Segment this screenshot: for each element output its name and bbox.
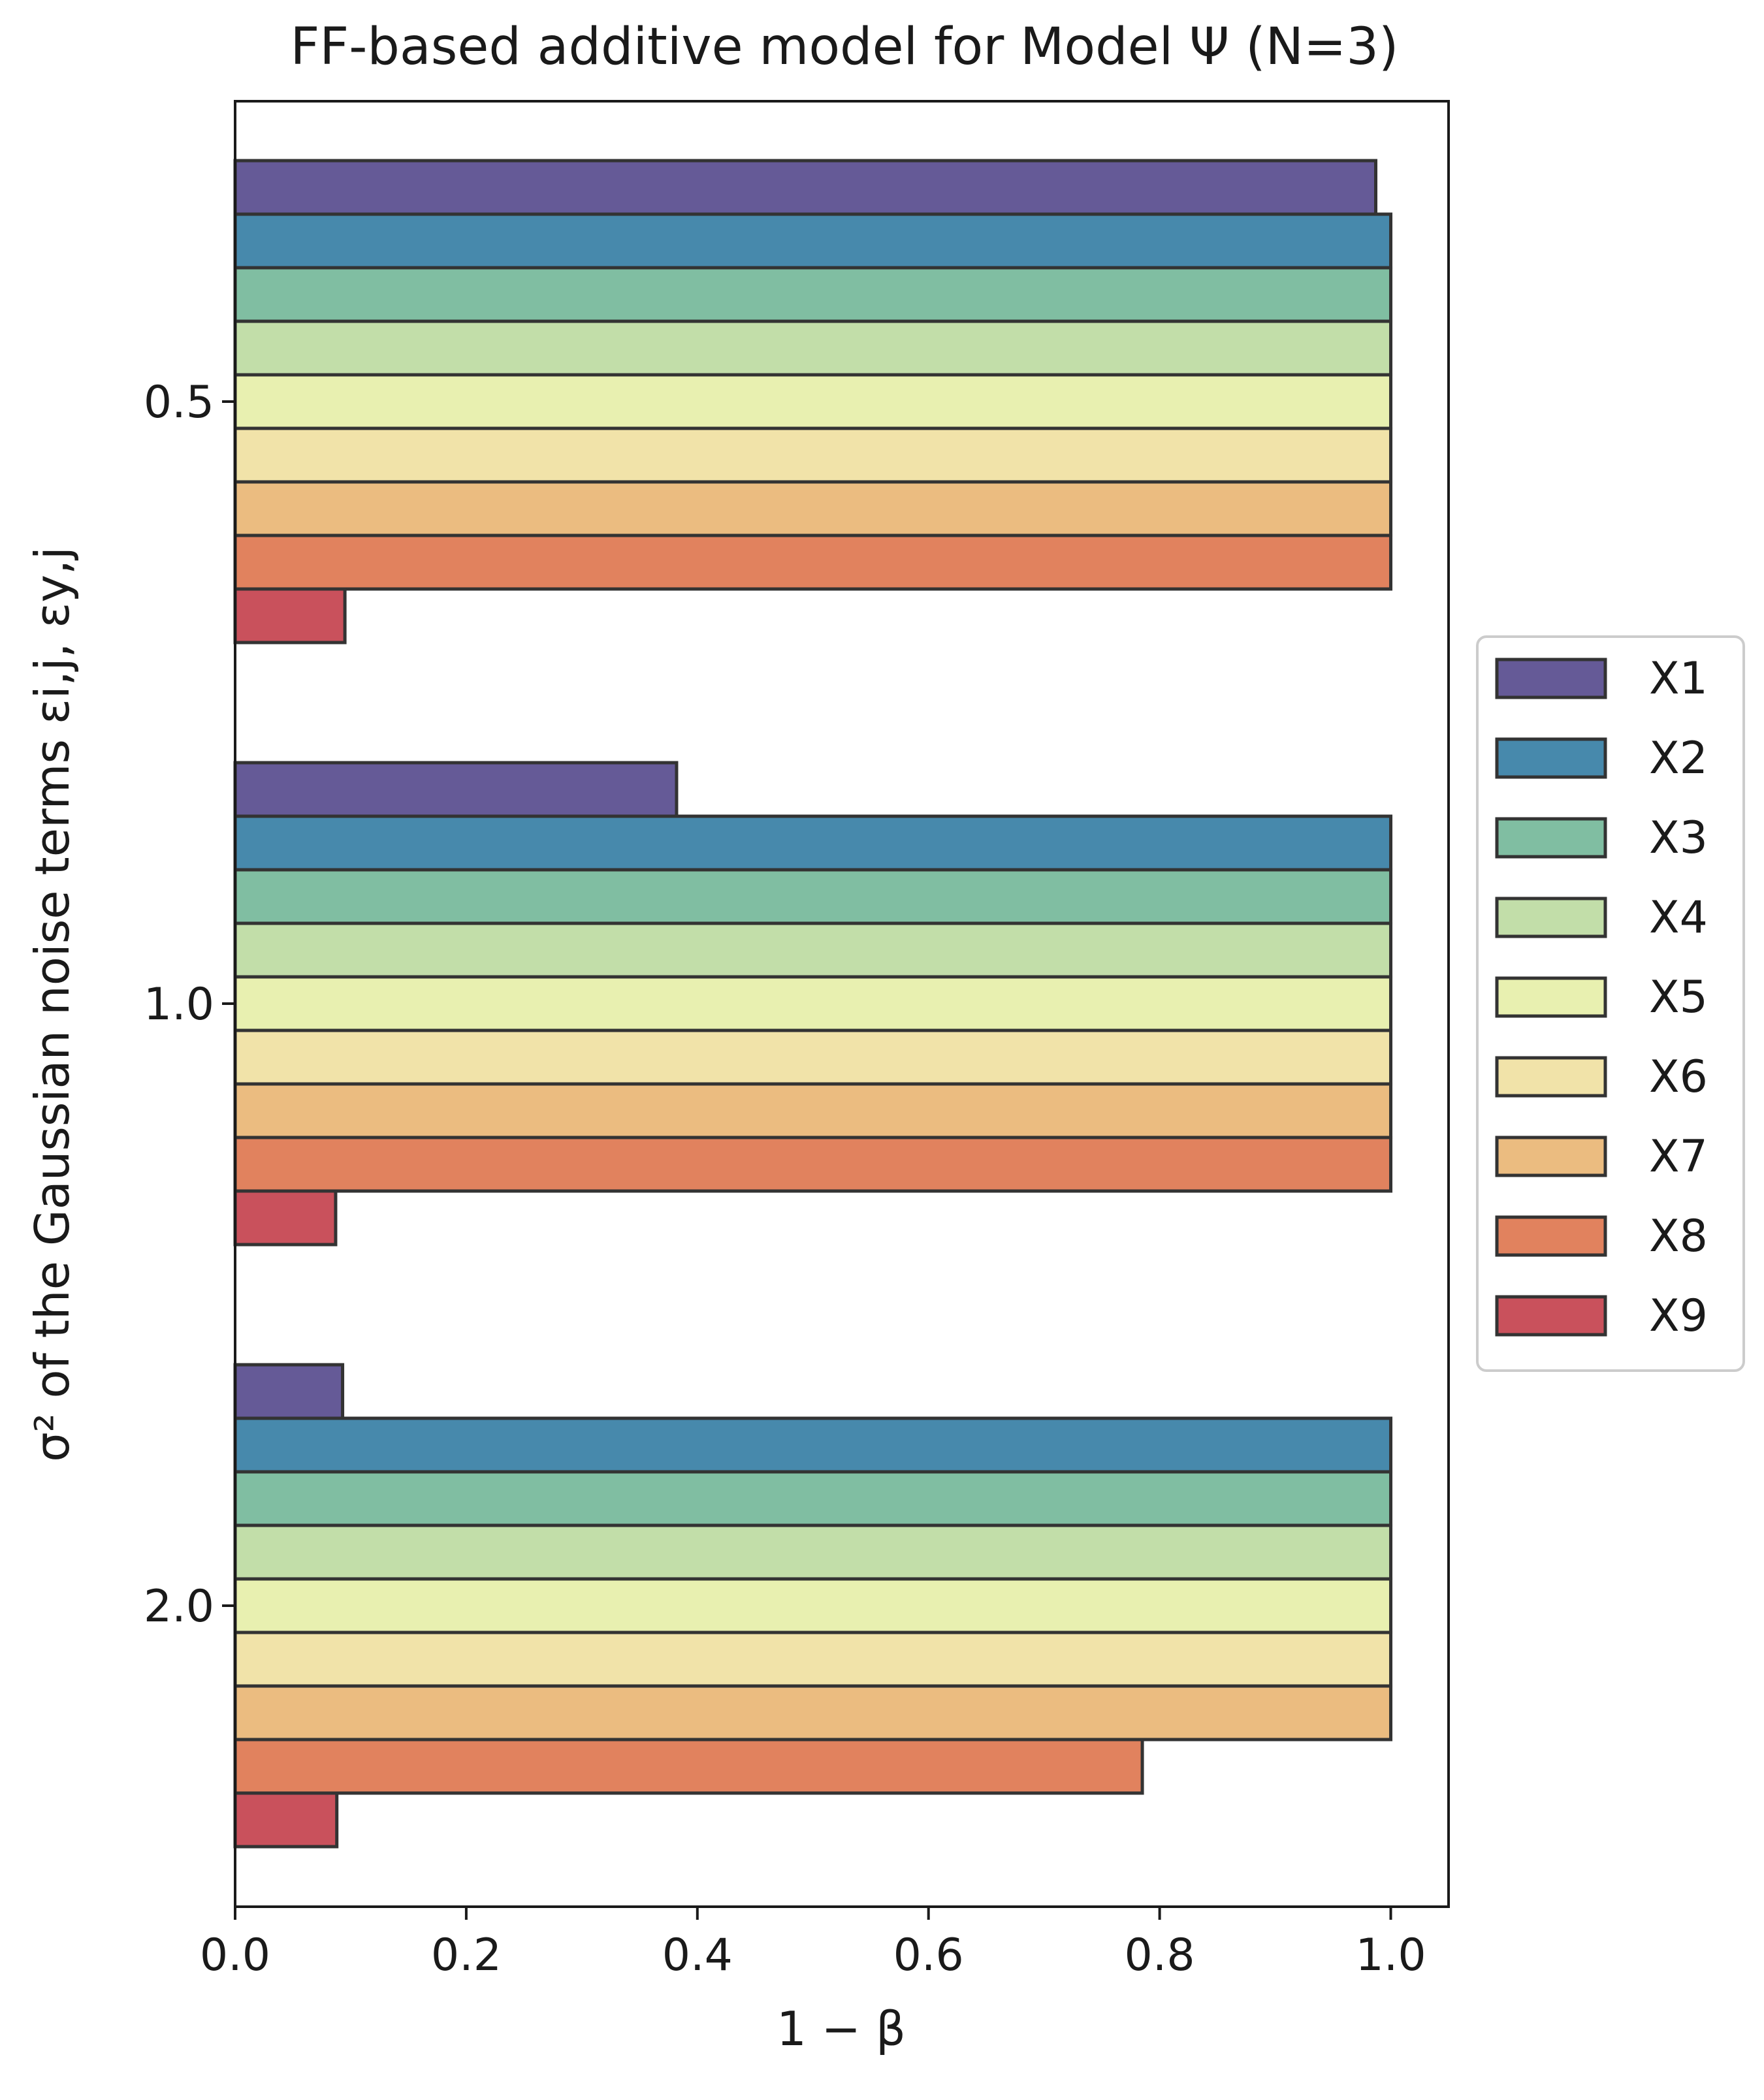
bar-x3-0_5 [233, 266, 1393, 323]
legend-swatch-x8 [1495, 1215, 1607, 1257]
x-tick-label: 1.0 [1355, 1930, 1426, 1981]
x-tick-label: 0.0 [200, 1930, 270, 1981]
bar-x1-1_0 [233, 761, 679, 818]
x-tick-label: 0.8 [1125, 1930, 1195, 1981]
bar-x5-1_0 [233, 975, 1393, 1032]
bar-x9-2_0 [233, 1791, 339, 1849]
legend-swatch-x5 [1495, 976, 1607, 1018]
legend-label-x9: X9 [1649, 1290, 1708, 1342]
legend-label-x3: X3 [1649, 812, 1708, 864]
bars-layer [233, 159, 1393, 1849]
legend-label-x8: X8 [1649, 1211, 1708, 1262]
legend-swatch-x6 [1495, 1056, 1607, 1098]
bar-x8-1_0 [233, 1136, 1393, 1193]
x-axis-ticks: 0.0 0.2 0.4 0.6 0.8 1.0 [200, 1907, 1426, 1981]
bar-x7-1_0 [233, 1082, 1393, 1139]
bar-x6-1_0 [233, 1028, 1393, 1086]
bar-x6-2_0 [233, 1631, 1393, 1688]
legend-label-x6: X6 [1649, 1051, 1708, 1103]
bar-x7-2_0 [233, 1684, 1393, 1742]
bar-x8-2_0 [233, 1738, 1144, 1795]
bar-x5-0_5 [233, 373, 1393, 430]
bar-x8-0_5 [233, 533, 1393, 591]
bar-x4-2_0 [233, 1523, 1393, 1581]
bar-x1-0_5 [233, 159, 1378, 216]
bar-x4-0_5 [233, 319, 1393, 377]
y-tick-label: 2.0 [144, 1581, 214, 1632]
legend-label-x7: X7 [1649, 1131, 1708, 1183]
bar-x2-1_0 [233, 814, 1393, 872]
x-axis-label: 1 − β [777, 2001, 906, 2056]
legend-swatch-x3 [1495, 817, 1607, 859]
bar-x2-2_0 [233, 1416, 1393, 1474]
legend-swatch-x7 [1495, 1136, 1607, 1177]
y-axis-ticks: 0.5 1.0 2.0 [144, 377, 235, 1632]
legend-swatch-x1 [1495, 658, 1607, 699]
bar-x3-1_0 [233, 868, 1393, 925]
legend-swatch-x4 [1495, 897, 1607, 938]
legend-label-x1: X1 [1649, 653, 1708, 705]
bar-x2-0_5 [233, 212, 1393, 270]
legend-label-x2: X2 [1649, 733, 1708, 784]
bar-x1-2_0 [233, 1363, 345, 1420]
legend-label-x4: X4 [1649, 892, 1708, 944]
bar-x5-2_0 [233, 1577, 1393, 1634]
chart-title: FF-based additive model for Model Ψ (N=3… [291, 18, 1399, 76]
bar-x9-1_0 [233, 1189, 338, 1247]
x-tick-label: 0.4 [662, 1930, 733, 1981]
y-tick-label: 0.5 [144, 377, 214, 428]
bar-x9-0_5 [233, 587, 347, 644]
bar-x4-1_0 [233, 921, 1393, 979]
bar-x3-2_0 [233, 1470, 1393, 1527]
bar-x7-0_5 [233, 480, 1393, 537]
legend-swatch-x9 [1495, 1295, 1607, 1337]
legend-swatch-x2 [1495, 737, 1607, 779]
bar-x6-0_5 [233, 426, 1393, 484]
legend: X1 X2 X3 X4 X5 X6 X7 X8 X9 [1476, 635, 1745, 1372]
x-tick-label: 0.6 [893, 1930, 964, 1981]
legend-label-x5: X5 [1649, 972, 1708, 1023]
x-tick-label: 0.2 [431, 1930, 502, 1981]
y-tick-label: 1.0 [144, 979, 214, 1030]
y-axis-label: σ² of the Gaussian noise terms εi,j, εy,… [25, 547, 80, 1462]
